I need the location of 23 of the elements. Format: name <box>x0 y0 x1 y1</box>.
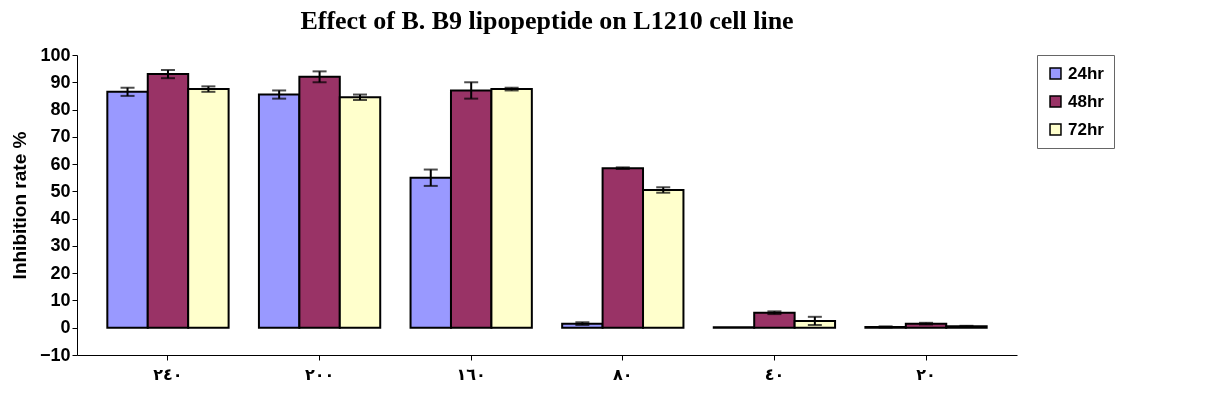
y-tick-label: 90 <box>50 71 71 92</box>
y-tick-label: 10 <box>50 289 71 310</box>
y-tick-label: 70 <box>50 126 71 147</box>
y-tick-label: 0 <box>60 317 71 338</box>
y-tick-label: 20 <box>50 262 71 283</box>
y-tick-label: 100 <box>40 44 71 65</box>
legend-label: 72hr <box>1068 119 1105 139</box>
legend-label: 24hr <box>1068 63 1105 83</box>
y-tick-label: −10 <box>39 344 71 365</box>
y-tick-label: 50 <box>50 180 71 201</box>
x-tick-label: ٤٠ <box>764 364 785 384</box>
x-tick-label: ١٦٠ <box>456 364 486 384</box>
y-tick-label: 60 <box>50 153 71 174</box>
y-tick-label: 30 <box>50 235 71 256</box>
chart-title: Effect of B. B9 lipopeptide on L1210 cell line <box>300 6 794 35</box>
x-tick-label: ٢٤٠ <box>153 364 183 384</box>
x-tick-label: ٢٠ <box>916 364 936 384</box>
legend-label: 48hr <box>1068 91 1105 111</box>
x-tick-label: ٢٠٠ <box>304 364 335 384</box>
y-tick-label: 40 <box>50 208 71 229</box>
y-tick-label: 80 <box>50 99 71 120</box>
x-tick-label: ٨٠ <box>613 364 633 384</box>
y-axis-title: Inhibition rate % <box>8 131 30 280</box>
